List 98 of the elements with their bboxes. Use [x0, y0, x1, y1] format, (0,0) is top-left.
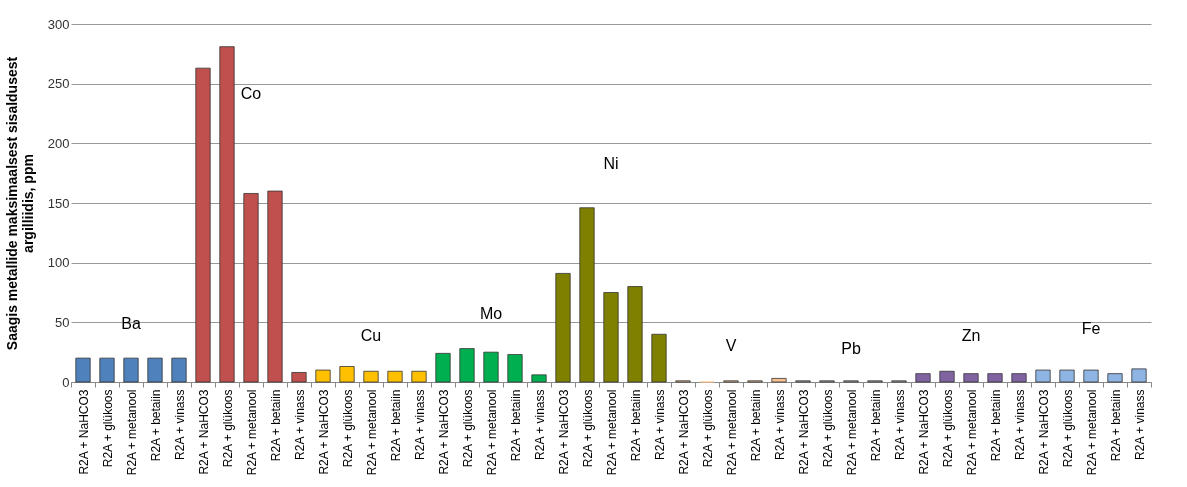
x-tick-label: R2A + vinass — [772, 389, 787, 460]
x-tick-label: R2A + vinass — [1012, 389, 1027, 460]
x-tick-label: R2A + NaHCO3 — [796, 389, 811, 475]
annotation: Pb — [841, 340, 861, 357]
annotation: Fe — [1081, 320, 1101, 337]
x-tick-label: R2A + vinass — [652, 389, 667, 460]
x-tick-label: R2A + betaiin — [1108, 389, 1123, 462]
x-tick-label: R2A + glükoos — [460, 389, 475, 468]
y-tick-label: 250 — [47, 76, 70, 92]
bar — [555, 273, 571, 383]
bar — [939, 370, 955, 383]
annotation: V — [725, 337, 737, 354]
bar — [459, 348, 475, 383]
x-tick-label: R2A + glükoos — [700, 389, 715, 468]
y-tick-label: 0 — [62, 374, 70, 390]
x-tick-label: R2A + NaHCO3 — [316, 389, 331, 475]
bar — [1131, 368, 1147, 383]
bar — [195, 67, 211, 383]
x-tick-label: R2A + vinass — [892, 389, 907, 460]
x-tick-label: R2A + betaiin — [988, 389, 1003, 462]
x-tick-label: R2A + NaHCO3 — [676, 389, 691, 475]
x-tick-label: R2A + glükoos — [220, 389, 235, 468]
bar — [915, 373, 931, 383]
bar — [99, 357, 115, 383]
x-tick-label: R2A + NaHCO3 — [916, 389, 931, 475]
annotation: Mo — [479, 305, 503, 322]
x-tick-label: R2A + metanool — [964, 389, 979, 476]
bar — [171, 357, 187, 383]
bar — [243, 193, 259, 383]
bar — [963, 373, 979, 383]
x-tick-label: R2A + vinass — [532, 389, 547, 460]
x-tick-label: R2A + betaiin — [388, 389, 403, 462]
annotation: Ba — [121, 315, 141, 332]
bar — [75, 357, 91, 383]
x-tick-label: R2A + vinass — [172, 389, 187, 460]
bar — [339, 366, 355, 383]
x-tick-label: R2A + betaiin — [628, 389, 643, 462]
x-tick-label: R2A + NaHCO3 — [196, 389, 211, 475]
x-tick-label: R2A + metanool — [844, 389, 859, 476]
bar — [267, 190, 283, 383]
x-tick-label: R2A + metanool — [364, 389, 379, 476]
bar — [1035, 369, 1051, 383]
bar — [291, 372, 307, 383]
x-tick-label: R2A + betaiin — [748, 389, 763, 462]
x-tick-label: R2A + glükoos — [580, 389, 595, 468]
bar — [531, 374, 547, 383]
x-tick-label: R2A + glükoos — [1060, 389, 1075, 468]
bar — [507, 354, 523, 383]
bar — [363, 370, 379, 383]
x-tick-label: R2A + glükoos — [940, 389, 955, 468]
bar — [387, 370, 403, 383]
bar — [771, 378, 787, 383]
x-tick-label: R2A + betaiin — [508, 389, 523, 462]
bar — [219, 46, 235, 383]
bar — [1059, 369, 1075, 383]
x-tick-label: R2A + glükoos — [340, 389, 355, 468]
x-tick-label: R2A + glükoos — [100, 389, 115, 468]
x-tick-label: R2A + glükoos — [820, 389, 835, 468]
x-tick-label: R2A + betaiin — [868, 389, 883, 462]
bar — [411, 370, 427, 383]
bar — [1083, 369, 1099, 383]
bar — [603, 292, 619, 383]
annotation: Zn — [961, 327, 981, 344]
x-tick-label: R2A + metanool — [1084, 389, 1099, 476]
bar — [987, 373, 1003, 383]
annotation: Ni — [603, 155, 619, 172]
y-axis-title: Saagis metallide maksimaalsest sisaldusest argilliidis, ppm — [3, 56, 36, 351]
x-tick-label: R2A + betaiin — [148, 389, 163, 462]
x-tick-label: R2A + vinass — [1132, 389, 1147, 460]
bar — [579, 207, 595, 383]
y-tick-label: 300 — [47, 16, 70, 32]
x-tick-label: R2A + NaHCO3 — [436, 389, 451, 475]
bar — [627, 286, 643, 383]
x-tick-label: R2A + NaHCO3 — [1036, 389, 1051, 475]
bar — [315, 369, 331, 383]
y-tick-label: 200 — [47, 135, 70, 151]
x-tick-label: R2A + vinass — [412, 389, 427, 460]
x-tick-label: R2A + metanool — [724, 389, 739, 476]
bar — [435, 352, 451, 383]
bar — [483, 351, 499, 383]
bar — [1011, 373, 1027, 383]
bar — [651, 333, 667, 383]
bar — [147, 357, 163, 383]
y-tick-label: 50 — [55, 314, 70, 330]
bar — [1107, 373, 1123, 383]
x-tick-label: R2A + betaiin — [268, 389, 283, 462]
annotation: Co — [240, 85, 262, 102]
x-tick-label: R2A + NaHCO3 — [76, 389, 91, 475]
x-tick-label: R2A + metanool — [124, 389, 139, 476]
x-tick-label: R2A + metanool — [244, 389, 259, 476]
bar — [123, 357, 139, 383]
annotation: Cu — [360, 327, 382, 344]
x-tick-label: R2A + vinass — [292, 389, 307, 460]
x-tick-label: R2A + metanool — [604, 389, 619, 476]
y-tick-label: 150 — [47, 195, 70, 211]
x-tick-label: R2A + metanool — [484, 389, 499, 476]
x-tick-label: R2A + NaHCO3 — [556, 389, 571, 475]
y-tick-label: 100 — [47, 255, 70, 271]
